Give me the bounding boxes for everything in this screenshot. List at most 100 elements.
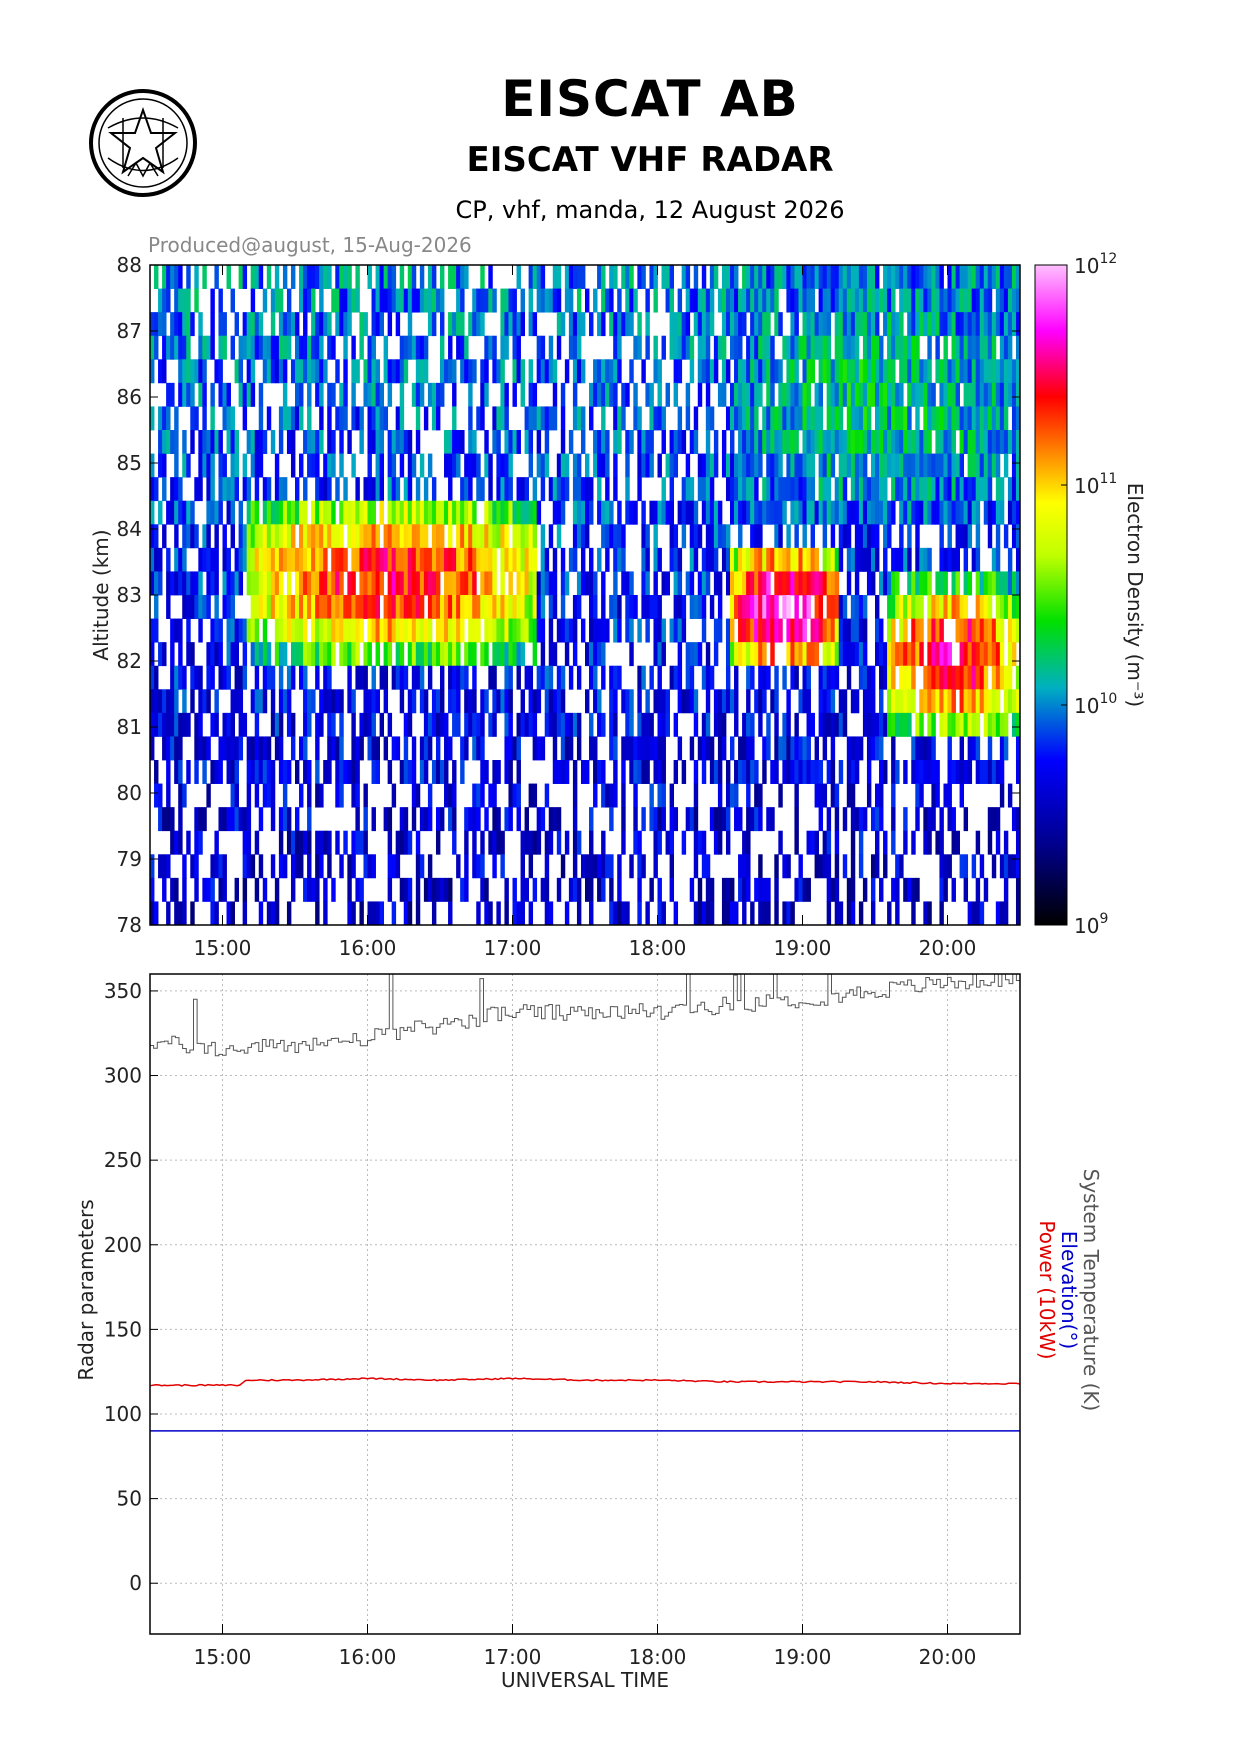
heatmap-cell <box>568 736 574 761</box>
heatmap-cell <box>419 760 425 784</box>
heatmap-cell <box>826 712 832 737</box>
heatmap-cell <box>415 335 421 360</box>
heatmap-cell <box>548 288 554 313</box>
heatmap-cell <box>999 595 1005 619</box>
heatmap-cell <box>512 547 517 572</box>
heatmap-cell <box>254 547 260 572</box>
heatmap-cell <box>492 359 497 384</box>
heatmap-cell <box>701 453 707 478</box>
heatmap-cell <box>947 500 952 525</box>
heatmap-cell <box>319 595 324 619</box>
heatmap-cell <box>778 830 783 855</box>
heatmap-cell <box>274 359 280 384</box>
heatmap-cell <box>730 547 735 572</box>
heatmap-cell <box>415 665 421 690</box>
heatmap-cell <box>262 595 268 619</box>
heatmap-cell <box>464 665 469 690</box>
heatmap-cell <box>649 406 654 431</box>
heatmap-cell <box>576 571 582 596</box>
heatmap-cell <box>850 453 856 478</box>
heatmap-cell <box>468 500 473 525</box>
heatmap-cell <box>790 335 795 360</box>
heatmap-cell <box>778 359 783 384</box>
heatmap-cell <box>967 335 973 360</box>
heatmap-cell <box>484 335 489 360</box>
heatmap-cell <box>701 359 707 384</box>
heatmap-cell <box>431 312 437 337</box>
heatmap-cell <box>713 500 719 525</box>
heatmap-cell <box>246 547 252 572</box>
heatmap-cell <box>730 500 735 525</box>
heatmap-cell <box>979 760 985 784</box>
heatmap-cell <box>778 618 783 643</box>
heatmap-cell <box>250 524 256 549</box>
heatmap-cell <box>500 689 505 714</box>
heatmap-cell <box>154 571 159 596</box>
heatmap-cell <box>226 500 231 525</box>
heatmap-cell <box>230 736 235 761</box>
heatmap-cell <box>806 642 811 667</box>
heatmap-cell <box>613 524 618 549</box>
heatmap-cell <box>282 265 288 289</box>
heatmap-cell <box>730 453 735 478</box>
heatmap-cell <box>307 335 312 360</box>
heatmap-cell <box>367 453 372 478</box>
heatmap-cell <box>991 312 997 337</box>
heatmap-cell <box>629 712 634 737</box>
heatmap-cell <box>713 712 719 737</box>
heatmap-cell <box>858 477 864 502</box>
heatmap-cell <box>158 712 163 737</box>
heatmap-cell <box>870 359 876 384</box>
heatmap-cell <box>685 807 691 832</box>
heatmap-cell <box>766 288 771 313</box>
heatmap-cell <box>963 595 969 619</box>
heatmap-cell <box>899 312 904 337</box>
heatmap-cell <box>818 807 824 832</box>
heatmap-cell <box>351 642 356 667</box>
heatmap-cell <box>891 406 896 431</box>
heatmap-cell <box>842 618 848 643</box>
heatmap-cell <box>556 618 562 643</box>
heatmap-cell <box>246 382 252 407</box>
heatmap-cell <box>697 736 703 761</box>
heatmap-cell <box>190 571 195 596</box>
heatmap-cell <box>963 288 969 313</box>
heatmap-cell <box>826 382 832 407</box>
heatmap-cell <box>923 736 928 761</box>
heatmap-cell <box>242 453 248 478</box>
heatmap-cell <box>464 500 469 525</box>
heatmap-cell <box>862 406 868 431</box>
heatmap-cell <box>158 453 163 478</box>
heatmap-cell <box>625 382 630 407</box>
heatmap-cell <box>262 760 268 784</box>
heatmap-cell <box>548 571 554 596</box>
heatmap-cell <box>955 665 960 690</box>
heatmap-cell <box>987 265 993 289</box>
heatmap-cell <box>943 335 948 360</box>
heatmap-cell <box>597 500 602 525</box>
heatmap-cell <box>891 712 896 737</box>
heatmap-cell <box>758 335 763 360</box>
heatmap-cell <box>556 712 562 737</box>
heatmap-cell <box>923 477 928 502</box>
heatmap-cell <box>186 453 191 478</box>
heatmap-cell <box>339 595 344 619</box>
heatmap-cell <box>665 382 670 407</box>
heatmap-cell <box>963 265 969 289</box>
heatmap-cell <box>895 547 900 572</box>
heatmap-cell <box>798 382 803 407</box>
heatmap-cell <box>681 618 687 643</box>
heatmap-cell <box>218 430 223 454</box>
heatmap-cell <box>770 642 775 667</box>
heatmap-cell <box>613 901 618 926</box>
heatmap-cell <box>621 736 626 761</box>
heatmap-cell <box>371 618 376 643</box>
heatmap-cell <box>717 595 723 619</box>
heatmap-cell <box>303 477 308 502</box>
heatmap-cell <box>911 265 916 289</box>
heatmap-cell <box>911 477 916 502</box>
heatmap-cell <box>883 312 888 337</box>
heatmap-cell <box>295 642 300 667</box>
heatmap-cell <box>323 830 328 855</box>
heatmap-cell <box>782 406 787 431</box>
